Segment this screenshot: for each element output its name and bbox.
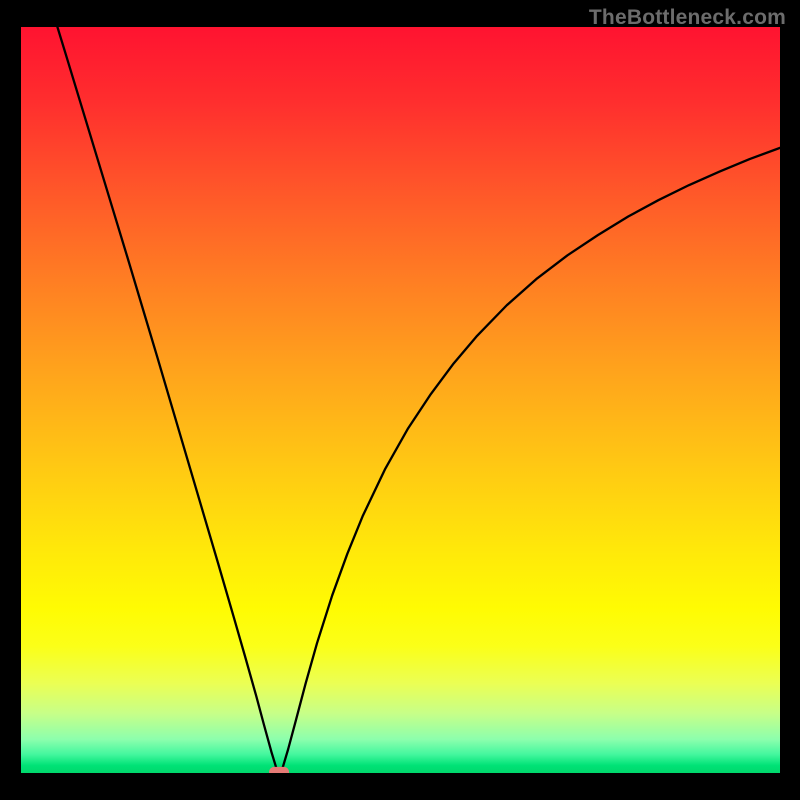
plot-gradient-background [21,27,780,773]
bottleneck-chart [0,0,800,800]
watermark-text: TheBottleneck.com [589,6,786,30]
